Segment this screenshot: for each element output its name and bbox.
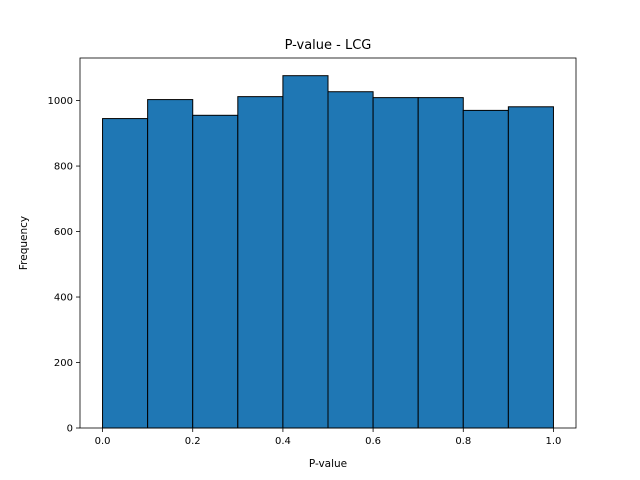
histogram-bar-7: [372, 97, 419, 429]
histogram-bar-8: [417, 97, 464, 429]
histogram-bar-2: [147, 99, 194, 429]
histogram-bar-1: [102, 118, 149, 429]
histogram-bar-9: [462, 109, 509, 429]
y-axis-label: Frequency: [18, 216, 30, 270]
x-axis-ticks: 0.0 0.2 0.4 0.6 0.8 1.0: [95, 428, 562, 447]
y-tick-label-5: 1000: [48, 96, 73, 107]
x-tick-label-3: 0.6: [365, 436, 381, 447]
x-tick-label-2: 0.4: [275, 436, 291, 447]
histogram-bar-10: [507, 106, 554, 429]
x-tick-label-4: 0.8: [455, 436, 471, 447]
histogram-bar-3: [192, 114, 239, 429]
bars-group: [102, 75, 554, 429]
histogram-bar-6: [327, 91, 374, 429]
x-tick-label-1: 0.2: [185, 436, 201, 447]
x-tick-label-0: 0.0: [95, 436, 111, 447]
y-tick-label-3: 600: [54, 227, 73, 238]
histogram-bar-5: [282, 75, 329, 429]
plot-frame: [79, 57, 577, 429]
y-tick-label-2: 400: [54, 293, 73, 304]
y-axis-ticks: 0 200 400 600 800 1000: [48, 96, 80, 435]
histogram-bar-4: [237, 96, 284, 429]
chart-title: P-value - LCG: [285, 38, 372, 53]
x-tick-label-5: 1.0: [546, 436, 562, 447]
x-axis-label: P-value: [309, 458, 347, 470]
y-tick-label-0: 0: [67, 424, 73, 435]
y-tick-label-4: 800: [54, 162, 73, 173]
y-tick-label-1: 200: [54, 358, 73, 369]
